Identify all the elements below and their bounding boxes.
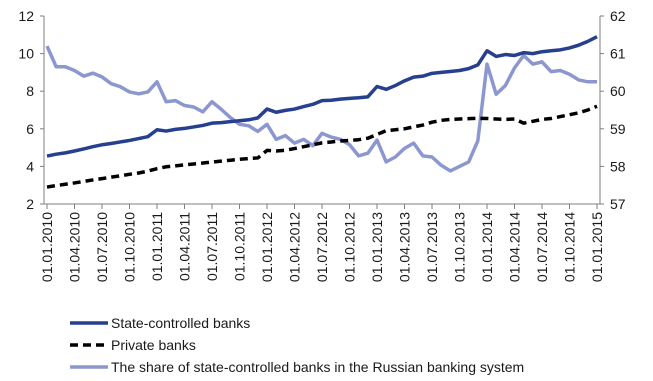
x-axis-ticks: 01.01.2010 01.04.2010 01.07.2010 01.10.2010… [39,204,605,282]
line-chart: 2 4 6 8 10 12 57 58 59 60 61 62 01.01.2010 01.04.20… [18,8,626,282]
x-tick-label: 01.07.2013 [424,212,440,282]
x-tick-label: 01.01.2013 [369,212,385,282]
x-tick-label: 01.07.2011 [204,212,220,281]
left-y-tick-label: 8 [26,83,34,99]
legend-label-state-controlled: State-controlled banks [111,315,251,331]
x-tick-label: 01.10.2012 [342,212,358,282]
right-y-tick-label: 62 [610,8,626,24]
x-tick-label: 01.07.2012 [314,212,330,282]
x-tick-label: 01.10.2010 [122,212,138,282]
left-y-tick-label: 10 [18,46,34,62]
series-line-state-share [45,45,597,173]
chart-legend: State-controlled banks Private banks The… [70,312,524,378]
right-y-tick-label: 59 [610,121,626,137]
x-tick-label: 01.01.2015 [589,212,605,282]
legend-swatch-share [70,365,108,369]
right-y-tick-label: 60 [610,83,626,99]
right-y-tick-label: 58 [610,158,626,174]
right-y-axis-ticks: 57 58 59 60 61 62 [600,8,626,212]
x-tick-label: 01.01.2012 [259,212,275,282]
left-y-axis-ticks: 2 4 6 8 10 12 [18,8,44,212]
left-y-tick-label: 12 [18,8,34,24]
series-line-state-controlled-banks [46,35,598,158]
x-tick-label: 01.04.2011 [177,212,193,281]
left-y-tick-label: 2 [26,196,34,212]
left-y-tick-label: 6 [26,121,34,137]
x-tick-label: 01.10.2011 [232,212,248,281]
right-y-tick-label: 61 [610,46,626,62]
legend-label-private: Private banks [111,337,196,353]
legend-item-private: Private banks [70,334,524,356]
left-y-tick-label: 4 [26,158,34,174]
legend-swatch-state-controlled [70,321,108,325]
legend-label-share: The share of state-controlled banks in t… [111,359,525,375]
x-tick-label: 01.04.2010 [67,212,83,282]
legend-item-share: The share of state-controlled banks in t… [70,356,524,378]
legend-swatch-private [70,343,108,347]
legend-item-state-controlled: State-controlled banks [70,312,524,334]
x-tick-label: 01.01.2011 [149,212,165,281]
x-tick-label: 01.10.2013 [452,212,468,282]
x-tick-label: 01.07.2014 [534,212,550,282]
x-tick-label: 01.01.2010 [39,212,55,282]
x-tick-label: 01.01.2014 [479,212,495,282]
series-lines [45,35,598,189]
x-tick-label: 01.07.2010 [94,212,110,282]
x-tick-label: 01.04.2014 [507,212,523,282]
x-tick-label: 01.04.2013 [397,212,413,282]
right-y-tick-label: 57 [610,196,626,212]
series-line-private-banks [46,104,598,189]
x-tick-label: 01.10.2014 [562,212,578,282]
x-tick-label: 01.04.2012 [287,212,303,282]
